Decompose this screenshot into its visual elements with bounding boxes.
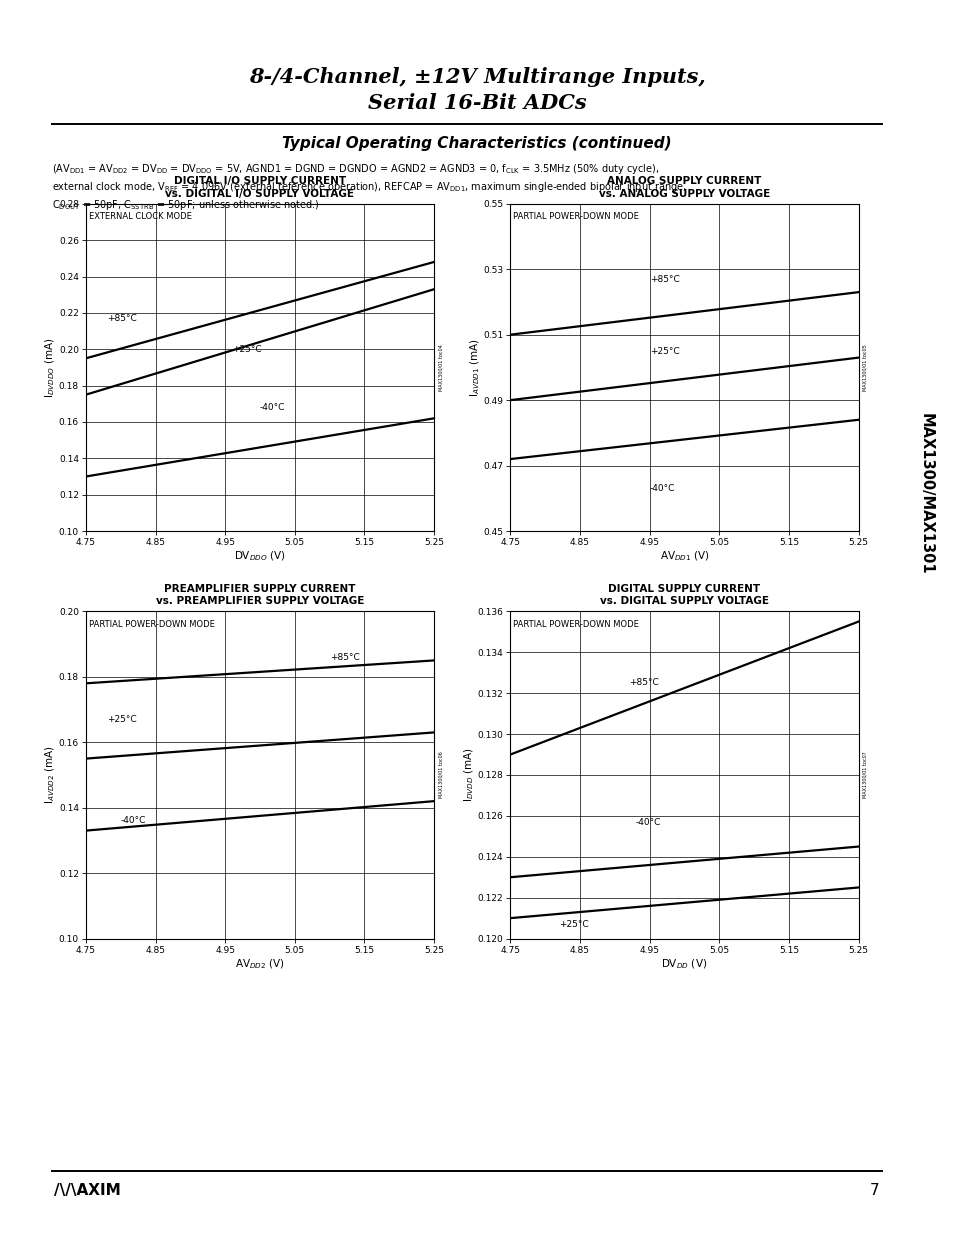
- Text: /\/\AXIM: /\/\AXIM: [54, 1183, 121, 1198]
- Text: MAX1300/MAX1301: MAX1300/MAX1301: [918, 414, 933, 574]
- Title: PREAMPLIFIER SUPPLY CURRENT
vs. PREAMPLIFIER SUPPLY VOLTAGE: PREAMPLIFIER SUPPLY CURRENT vs. PREAMPLI…: [155, 584, 364, 606]
- Text: MAX1300/01 toc04: MAX1300/01 toc04: [437, 345, 443, 390]
- Text: PARTIAL POWER-DOWN MODE: PARTIAL POWER-DOWN MODE: [513, 620, 639, 629]
- Text: +25°C: +25°C: [107, 715, 136, 724]
- Text: +85°C: +85°C: [329, 652, 359, 662]
- Y-axis label: I$_{DVDD}$ (mA): I$_{DVDD}$ (mA): [462, 747, 476, 803]
- Text: +25°C: +25°C: [558, 920, 588, 929]
- Text: Typical Operating Characteristics (continued): Typical Operating Characteristics (conti…: [282, 136, 671, 151]
- Title: ANALOG SUPPLY CURRENT
vs. ANALOG SUPPLY VOLTAGE: ANALOG SUPPLY CURRENT vs. ANALOG SUPPLY …: [598, 177, 769, 199]
- Text: +25°C: +25°C: [649, 347, 679, 356]
- Text: +85°C: +85°C: [628, 678, 658, 688]
- Text: MAX1300/01 toc07: MAX1300/01 toc07: [862, 752, 867, 798]
- Text: -40°C: -40°C: [649, 484, 675, 493]
- Text: +25°C: +25°C: [232, 345, 261, 353]
- Y-axis label: I$_{AVDD2}$ (mA): I$_{AVDD2}$ (mA): [44, 746, 57, 804]
- Text: PARTIAL POWER-DOWN MODE: PARTIAL POWER-DOWN MODE: [89, 620, 214, 629]
- Text: +85°C: +85°C: [107, 314, 136, 322]
- X-axis label: DV$_{DD}$ (V): DV$_{DD}$ (V): [660, 957, 707, 971]
- X-axis label: AV$_{DD2}$ (V): AV$_{DD2}$ (V): [234, 957, 285, 971]
- Y-axis label: I$_{DVDDO}$ (mA): I$_{DVDDO}$ (mA): [44, 337, 57, 398]
- Title: DIGITAL SUPPLY CURRENT
vs. DIGITAL SUPPLY VOLTAGE: DIGITAL SUPPLY CURRENT vs. DIGITAL SUPPL…: [599, 584, 768, 606]
- Text: Serial 16-Bit ADCs: Serial 16-Bit ADCs: [367, 93, 586, 112]
- Text: MAX1300/01 toc06: MAX1300/01 toc06: [437, 752, 443, 798]
- Text: -40°C: -40°C: [635, 818, 660, 826]
- Text: EXTERNAL CLOCK MODE: EXTERNAL CLOCK MODE: [89, 212, 192, 221]
- Text: -40°C: -40°C: [121, 816, 146, 825]
- Title: DIGITAL I/O SUPPLY CURRENT
vs. DIGITAL I/O SUPPLY VOLTAGE: DIGITAL I/O SUPPLY CURRENT vs. DIGITAL I…: [165, 177, 355, 199]
- Text: 7: 7: [869, 1183, 879, 1198]
- Text: 8-/4-Channel, ±12V Multirange Inputs,: 8-/4-Channel, ±12V Multirange Inputs,: [249, 67, 704, 86]
- Text: PARTIAL POWER-DOWN MODE: PARTIAL POWER-DOWN MODE: [513, 212, 639, 221]
- Text: +85°C: +85°C: [649, 274, 679, 284]
- Y-axis label: I$_{AVDD1}$ (mA): I$_{AVDD1}$ (mA): [468, 338, 481, 396]
- X-axis label: AV$_{DD1}$ (V): AV$_{DD1}$ (V): [659, 550, 709, 563]
- Text: MAX1300/01 toc05: MAX1300/01 toc05: [862, 345, 867, 390]
- Text: (AV$_{\mathregular{DD1}}$ = AV$_{\mathregular{DD2}}$ = DV$_{\mathregular{DD}}$ =: (AV$_{\mathregular{DD1}}$ = AV$_{\mathre…: [52, 162, 686, 211]
- X-axis label: DV$_{DDO}$ (V): DV$_{DDO}$ (V): [233, 550, 286, 563]
- Text: -40°C: -40°C: [260, 403, 285, 412]
